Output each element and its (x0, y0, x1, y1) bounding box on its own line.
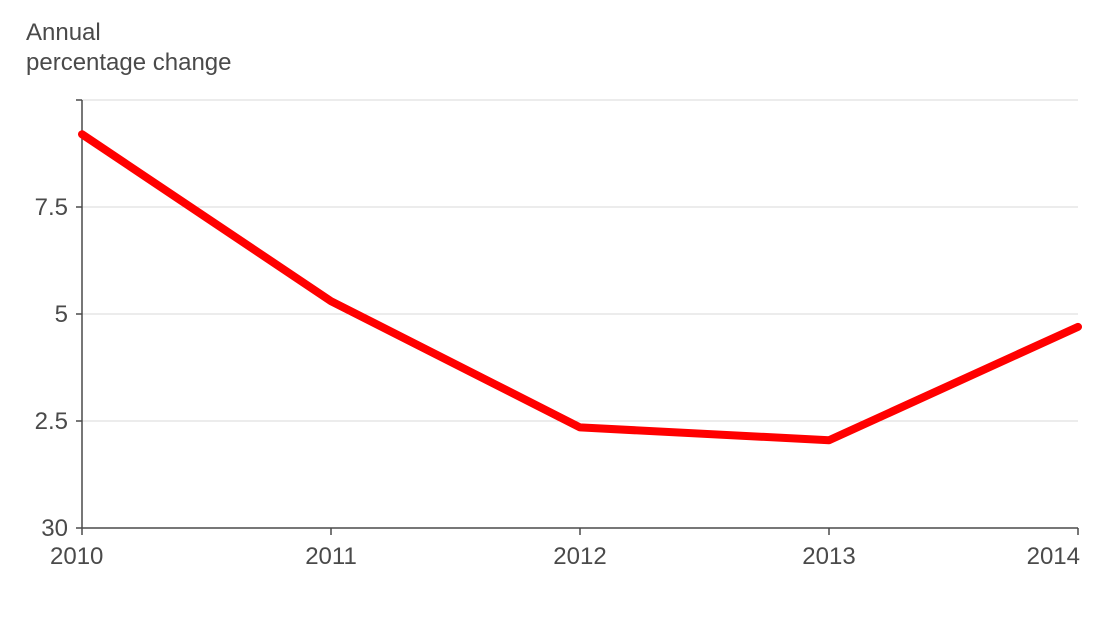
y-axis-title-line1: Annual (26, 19, 101, 46)
line-chart: 30 2.5 5 7.5 2010 2011 2012 2013 2014 Annual perce… (0, 0, 1114, 623)
y-tick-label: 5 (55, 301, 68, 328)
x-tick-label: 2013 (802, 543, 855, 570)
chart-svg: 30 2.5 5 7.5 2010 2011 2012 2013 2014 Annual perce… (0, 0, 1114, 623)
y-axis-title-line2: percentage change (26, 49, 232, 76)
x-tick-label: 2014 (1027, 543, 1080, 570)
x-tick-label: 2012 (553, 543, 606, 570)
x-tick-label: 2010 (50, 543, 103, 570)
x-tick-label: 2011 (305, 543, 357, 570)
y-tick-label: 30 (41, 515, 68, 542)
y-tick-label: 7.5 (35, 194, 68, 221)
y-tick-label: 2.5 (35, 408, 68, 435)
